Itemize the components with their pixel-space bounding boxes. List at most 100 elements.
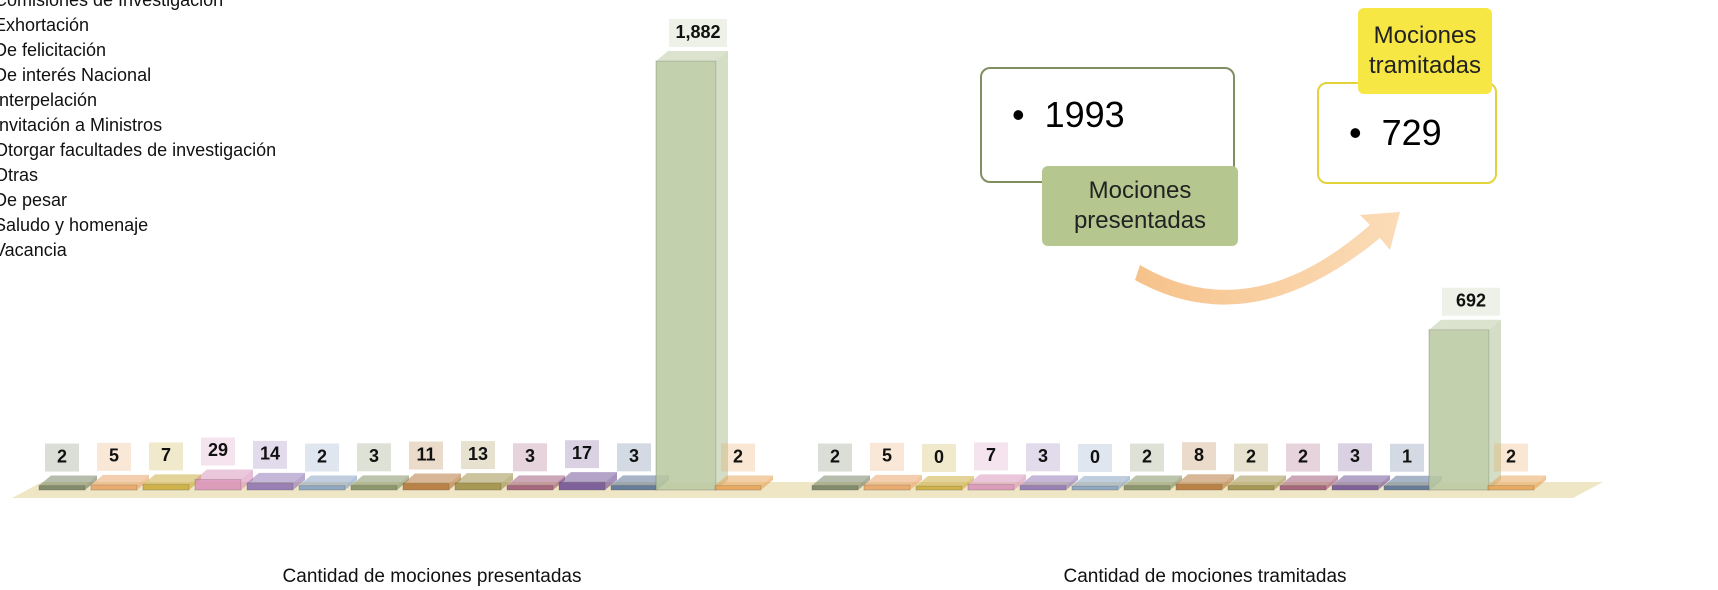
bar [506,484,554,491]
legend-entry: Invitación a Ministros [0,115,163,135]
bar-side [1066,475,1078,490]
bar [246,482,294,491]
label-box [1390,443,1424,472]
bar-top [916,476,974,486]
bar-side [910,474,922,490]
label-box [45,443,79,472]
bar-top [611,475,669,486]
bar-top [1072,476,1130,486]
label-box [97,442,131,471]
bar-top [864,474,922,485]
bar-top [195,469,253,480]
data-label: 2 [733,446,743,466]
bar-side [85,475,97,490]
bar-top [39,475,97,486]
bar [142,483,190,491]
bar-side [345,475,357,490]
bar [298,485,346,491]
x-axis-label: Cantidad de mociones tramitadas [1063,566,1346,587]
data-label: 0 [934,447,944,467]
bar-side [1222,474,1234,490]
data-label: 3 [1038,446,1048,466]
bar [38,485,86,491]
data-label: 13 [468,444,488,464]
bar-side [1326,475,1338,490]
bar [1227,485,1275,491]
data-label: 8 [1194,445,1204,465]
bar-side [1378,475,1390,490]
bar-top [91,474,149,485]
bar-top [1228,475,1286,486]
data-label: 2 [1506,446,1516,466]
bar [1071,485,1119,491]
bar-side [858,475,870,490]
label-box [617,443,651,472]
bar-side [605,472,617,490]
label-box [1286,443,1320,472]
bar [1487,485,1535,491]
bar-side [1118,476,1130,490]
bar-side [1489,319,1501,490]
data-label: 2 [1246,446,1256,466]
bar-side [716,51,728,490]
bar-side [241,469,253,490]
label-box [409,441,443,470]
legend-entry: De felicitación [0,40,107,60]
bar [1279,485,1327,491]
label-box [305,443,339,472]
bar [811,485,859,491]
bar-top [1384,475,1442,486]
bar-top [351,475,409,486]
bar-top [1280,475,1338,486]
label-box [357,443,391,472]
bar-top [656,51,728,61]
bar [1428,329,1490,491]
bar-top [1429,319,1501,330]
bar-top [455,473,513,484]
bar [1383,485,1431,491]
bar [90,484,138,491]
bar-side [449,473,461,490]
bar-top [715,475,773,486]
label-box [669,19,727,47]
data-label: 1,882 [675,22,720,42]
data-label: 3 [629,446,639,466]
data-label: 2 [317,446,327,466]
legend-entry: De interés Nacional [0,65,152,85]
data-label: 1 [1402,447,1412,467]
bar-top [968,474,1026,485]
bar-side [501,473,513,490]
bar [1175,483,1223,491]
bar [863,484,911,491]
bar [558,481,606,491]
data-label: 3 [369,446,379,466]
data-label: 3 [525,446,535,466]
legend-entry: Interpelación [0,90,98,110]
legend-entry: Exhortación [0,15,90,35]
label-box [149,442,183,471]
bar-top [403,473,461,484]
bar-top [1020,475,1078,486]
data-label: 3 [1350,446,1360,466]
bar-side [1170,475,1182,490]
legend-entry: Otorgar facultades de investigación [0,140,277,160]
bar [610,484,658,491]
processed-box: • 729 [1317,82,1497,184]
bar-top [143,474,201,485]
data-label: 2 [830,446,840,466]
label-box [461,441,495,470]
bar [1019,484,1067,491]
legend-entry: Otras [0,165,39,185]
bar-side [293,472,305,490]
bar [967,483,1015,491]
data-label: 29 [208,440,228,460]
legend-entry: Comisiones de Investigación [0,0,224,10]
data-label: 14 [260,444,280,464]
bar [655,60,717,491]
label-box [1442,287,1500,316]
label-box [253,440,287,469]
label-box [1078,444,1112,472]
bar-side [397,475,409,490]
label-box [1494,443,1528,472]
